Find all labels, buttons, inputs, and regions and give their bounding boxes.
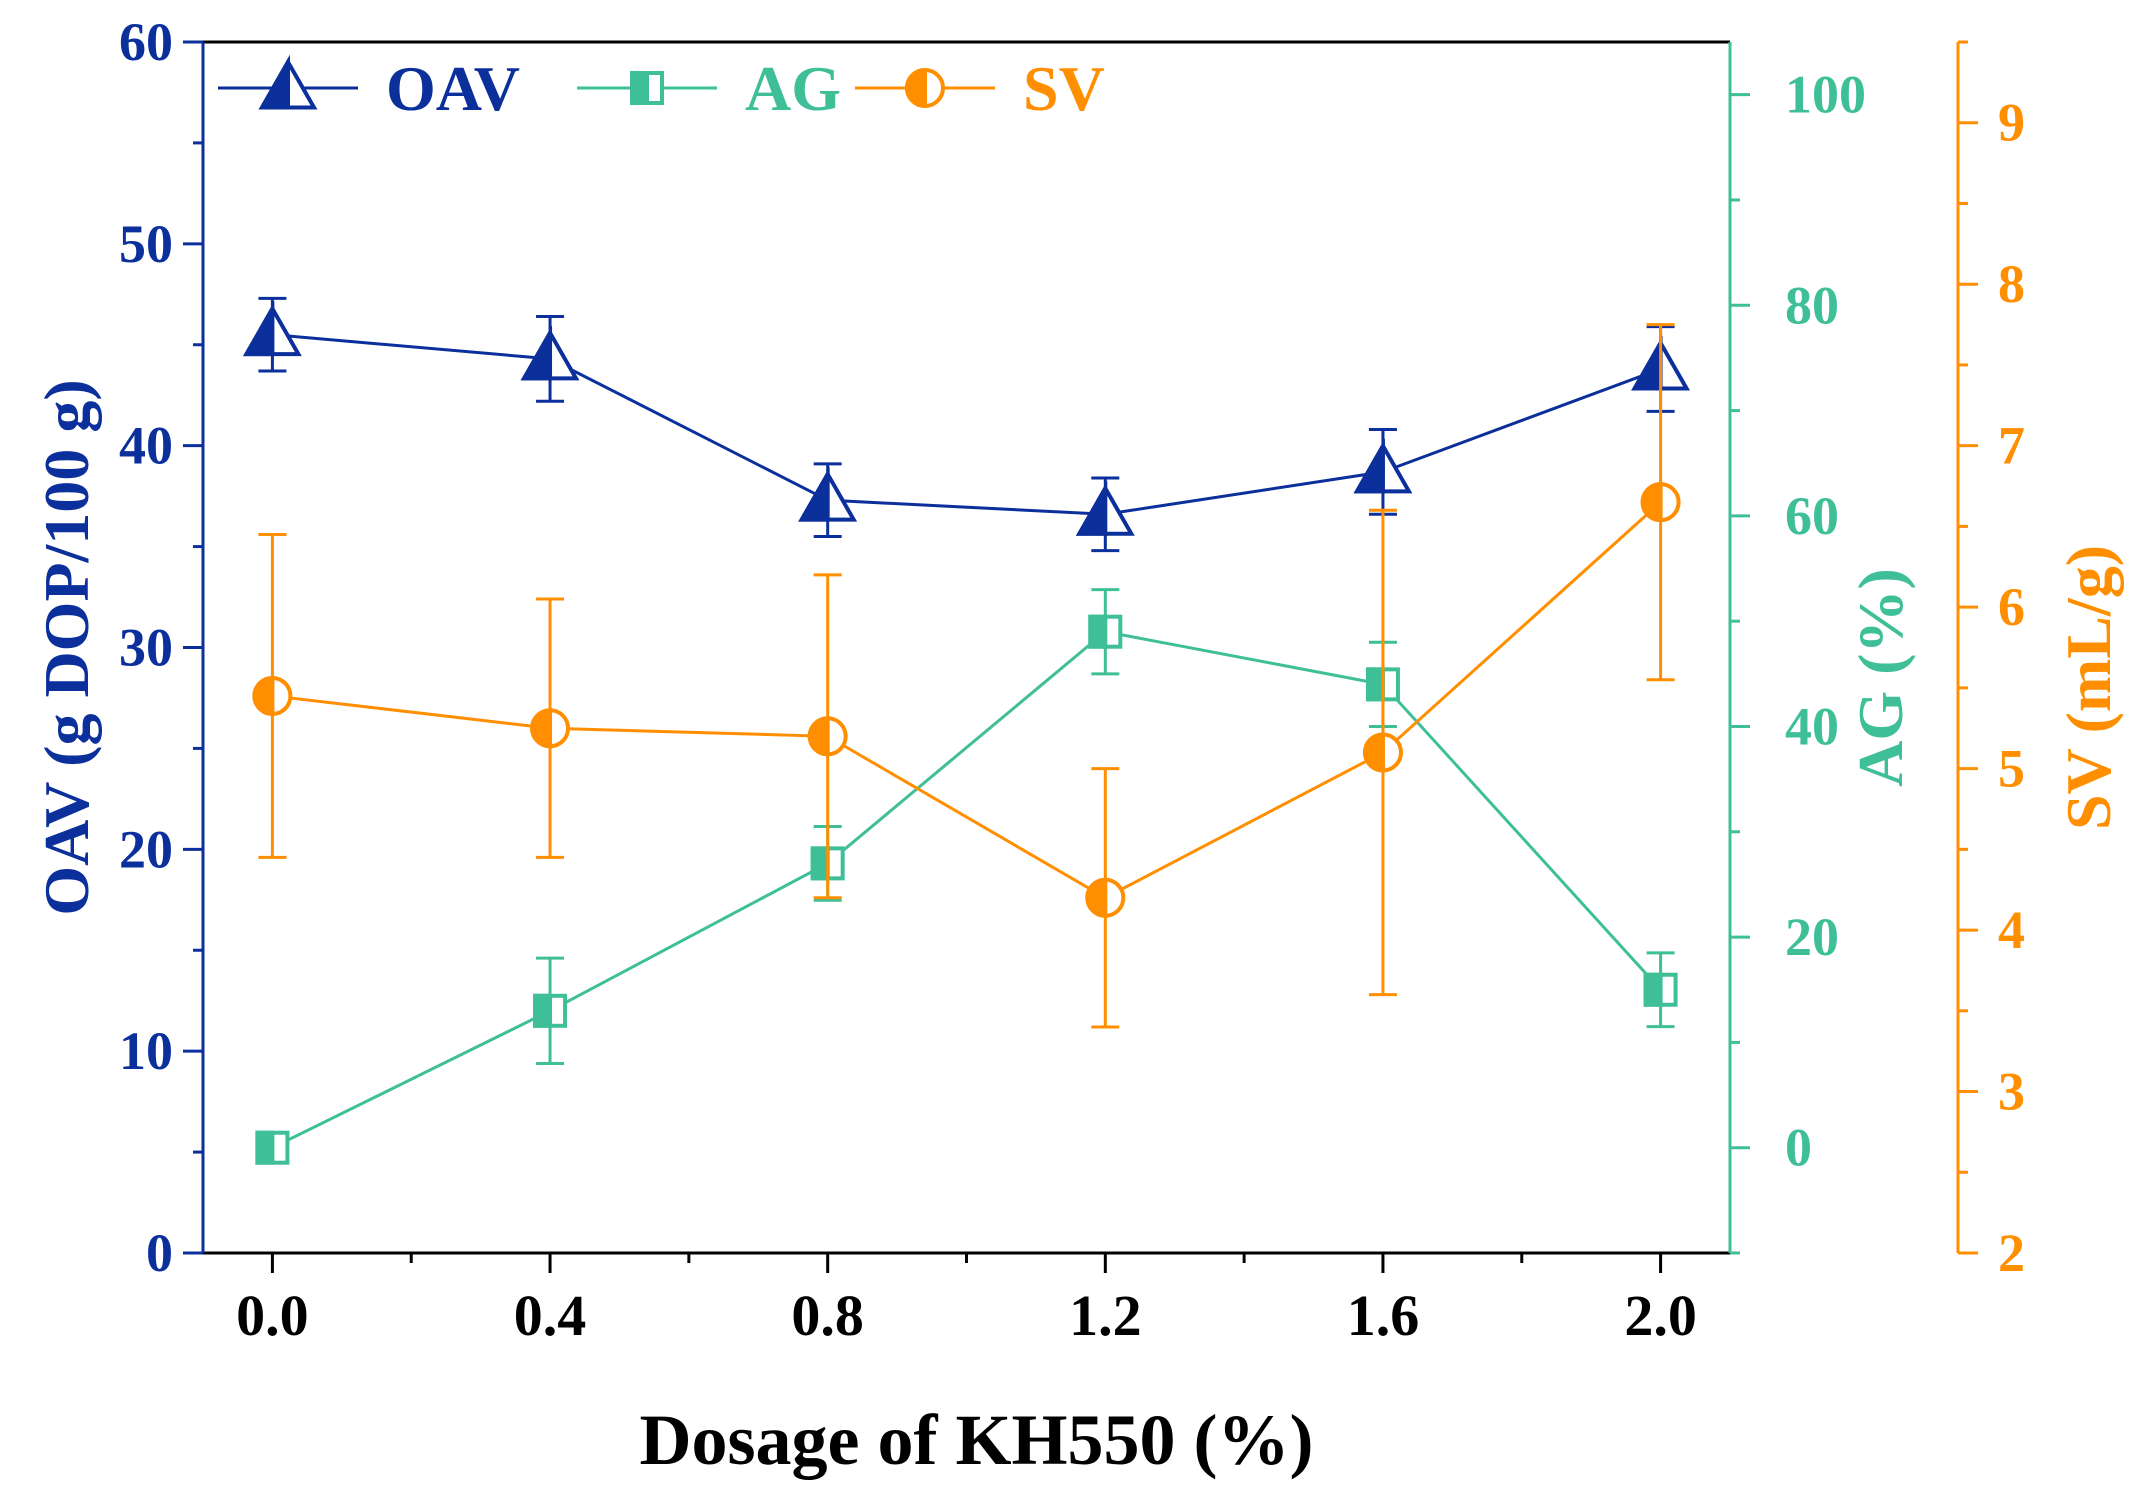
ag-point — [1088, 614, 1123, 649]
oav-point — [242, 301, 302, 357]
sv-tick-label: 6 — [1998, 577, 2025, 637]
sv-axis-title: SV (mL/g) — [2053, 545, 2124, 830]
oav-tick-label: 40 — [119, 416, 173, 476]
sv-line — [272, 501, 1662, 900]
oav-point — [798, 466, 858, 522]
sv-point — [1362, 732, 1403, 773]
ag-tick-label: 100 — [1785, 65, 1866, 125]
sv-point — [1085, 877, 1126, 918]
x-tick-label: 0.0 — [236, 1283, 309, 1348]
sv-tick-label: 8 — [1998, 254, 2025, 314]
x-tick-label: 2.0 — [1624, 1283, 1697, 1348]
oav-tick-label: 20 — [119, 819, 173, 879]
oav-tick-label: 50 — [119, 214, 173, 274]
ag-line — [271, 630, 1662, 1150]
ag-axis-title: AG (%) — [1845, 568, 1916, 787]
sv-tick-label: 7 — [1998, 416, 2025, 476]
oav-axis-title: OAV (g DOP/100 g) — [31, 379, 102, 915]
legend-marker — [258, 54, 318, 110]
x-tick-label: 1.2 — [1069, 1283, 1142, 1348]
x-axis-title: Dosage of KH550 (%) — [640, 1400, 1314, 1480]
x-tick-label: 1.6 — [1347, 1283, 1420, 1348]
series-oav — [242, 296, 1691, 553]
legend-label: OAV — [386, 53, 520, 124]
sv-tick-label: 4 — [1998, 900, 2025, 960]
oav-point — [1075, 480, 1135, 536]
sv-point — [252, 675, 293, 716]
sv-point — [530, 708, 571, 749]
legend-marker — [905, 67, 945, 109]
legend-marker — [630, 71, 664, 105]
oav-tick-label: 30 — [119, 618, 173, 678]
oav-tick-label: 0 — [146, 1223, 173, 1283]
series-ag — [255, 588, 1678, 1165]
legend-label: AG — [745, 53, 841, 124]
ag-tick-label: 60 — [1785, 486, 1839, 546]
oav-point — [1353, 438, 1413, 494]
ag-tick-label: 0 — [1785, 1118, 1812, 1178]
sv-tick-label: 2 — [1998, 1223, 2025, 1283]
ag-point — [1643, 972, 1678, 1007]
ag-tick-label: 20 — [1785, 907, 1839, 967]
x-tick-label: 0.4 — [514, 1283, 587, 1348]
sv-point — [807, 716, 848, 757]
series-sv — [252, 323, 1681, 1029]
legend-entry-oav: OAV — [218, 53, 520, 124]
legend-entry-sv: SV — [855, 53, 1105, 124]
oav-tick-label: 10 — [119, 1021, 173, 1081]
oav-line — [272, 333, 1662, 516]
ag-tick-label: 40 — [1785, 696, 1839, 756]
sv-point — [1640, 482, 1681, 523]
oav-point — [520, 325, 580, 381]
oav-tick-label: 60 — [119, 12, 173, 72]
ag-point — [255, 1130, 290, 1165]
x-tick-label: 0.8 — [791, 1283, 864, 1348]
sv-tick-label: 3 — [1998, 1062, 2025, 1122]
ag-tick-label: 80 — [1785, 275, 1839, 335]
legend-label: SV — [1023, 53, 1105, 124]
sv-tick-label: 9 — [1998, 93, 2025, 153]
ag-point — [533, 993, 568, 1028]
sv-tick-label: 5 — [1998, 739, 2025, 799]
legend-entry-ag: AG — [577, 53, 841, 124]
